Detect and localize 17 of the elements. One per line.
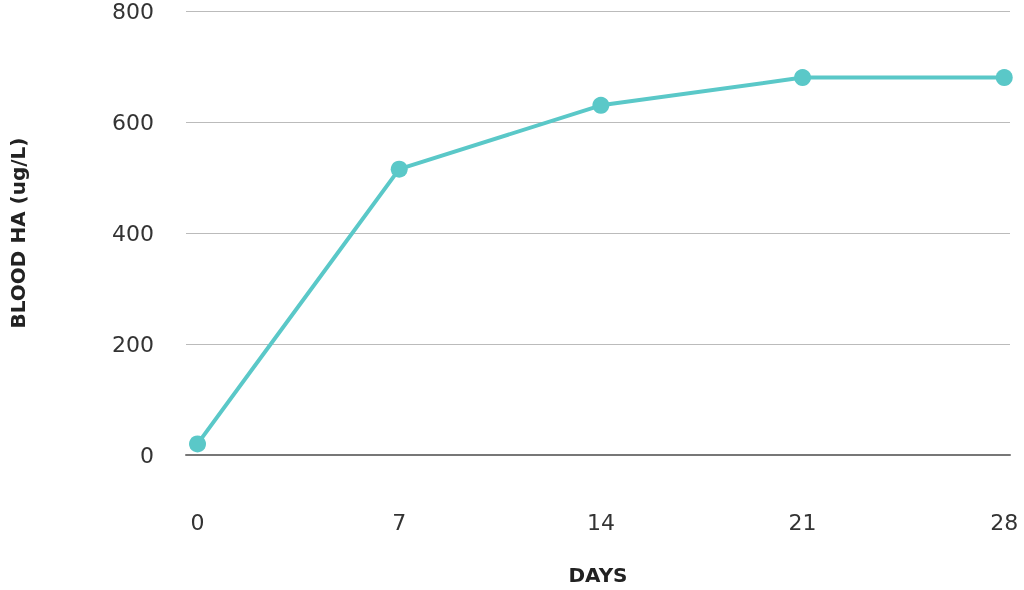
y-tick-label: 200 xyxy=(112,331,154,357)
x-axis-title: DAYS xyxy=(568,563,628,587)
y-tick-label: 400 xyxy=(112,220,154,246)
x-tick-label: 14 xyxy=(586,509,615,535)
point xyxy=(995,69,1013,87)
y-tick-label: 800 xyxy=(112,0,154,24)
y-tick-label: 600 xyxy=(112,109,154,135)
x-tick-label: 28 xyxy=(990,509,1019,535)
point xyxy=(794,69,812,87)
point xyxy=(592,96,610,114)
x-tick-label: 21 xyxy=(788,509,817,535)
x-tick-label: 0 xyxy=(190,509,205,535)
x-tick-label: 7 xyxy=(392,509,407,535)
point xyxy=(390,160,408,178)
y-tick-label: 0 xyxy=(140,442,154,468)
y-axis-title: BLOOD HA (ug/L) xyxy=(6,137,30,329)
point xyxy=(189,435,207,453)
